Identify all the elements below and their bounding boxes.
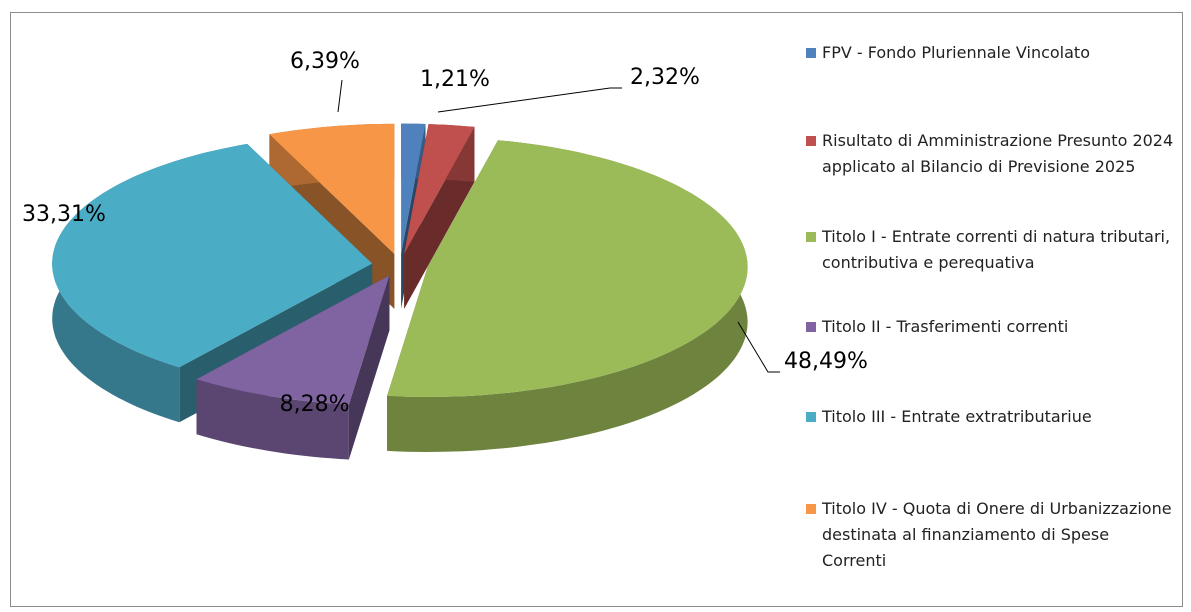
legend-item: FPV - Fondo Pluriennale Vincolato <box>806 40 1176 66</box>
legend-swatch <box>806 136 816 146</box>
legend-item: Titolo IV - Quota di Onere di Urbanizzaz… <box>806 496 1176 574</box>
legend-label: Titolo IV - Quota di Onere di Urbanizzaz… <box>822 499 1172 570</box>
legend-item: Titolo I - Entrate correnti di natura tr… <box>806 224 1176 276</box>
legend-swatch <box>806 232 816 242</box>
slice-top <box>401 123 426 254</box>
leader-line <box>337 79 343 113</box>
legend-label: Titolo III - Entrate extratributariue <box>822 407 1092 426</box>
legend-swatch <box>806 322 816 332</box>
legend-label: Risultato di Amministrazione Presunto 20… <box>822 131 1174 176</box>
slice-top <box>404 124 475 254</box>
legend-label: Titolo I - Entrate correnti di natura tr… <box>822 227 1171 272</box>
leader-line <box>437 87 622 113</box>
slice-top <box>387 140 748 397</box>
legend-item: Titolo II - Trasferimenti correnti <box>806 314 1176 340</box>
leader-line <box>737 321 780 373</box>
data-label: 33,31% <box>22 202 106 227</box>
slice <box>404 124 475 309</box>
data-label: 48,49% <box>784 349 868 374</box>
data-label: 1,21% <box>420 67 490 92</box>
slice-top <box>269 123 395 254</box>
data-label: 6,39% <box>290 49 360 74</box>
data-label: 8,28% <box>280 392 350 417</box>
legend-item: Titolo III - Entrate extratributariue <box>806 404 1176 430</box>
legend-swatch <box>806 412 816 422</box>
slice <box>387 140 748 452</box>
legend-swatch <box>806 504 816 514</box>
slice-top <box>52 143 373 368</box>
slice-top <box>196 275 390 405</box>
legend-label: Titolo II - Trasferimenti correnti <box>822 317 1069 336</box>
slice-rim <box>196 379 349 460</box>
legend-swatch <box>806 48 816 58</box>
slice <box>196 275 390 460</box>
legend-label: FPV - Fondo Pluriennale Vincolato <box>822 43 1090 62</box>
data-label: 2,32% <box>630 65 700 90</box>
legend-item: Risultato di Amministrazione Presunto 20… <box>806 128 1176 180</box>
